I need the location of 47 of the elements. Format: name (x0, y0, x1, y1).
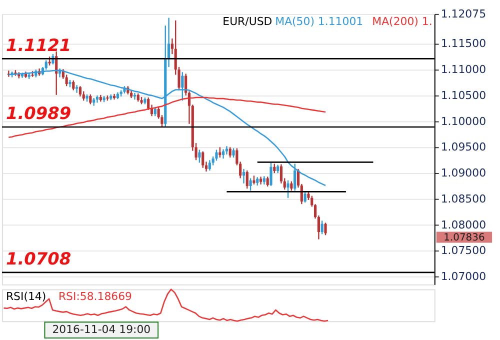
text: 1.07836 (444, 232, 485, 244)
y-tick-label: 1.11500 (440, 37, 486, 50)
candlestick (324, 222, 327, 236)
candlestick (266, 176, 269, 188)
candlestick (242, 168, 246, 184)
y-tick-label: 1.07000 (440, 270, 486, 284)
candlestick (198, 149, 201, 164)
ref-line-label: 1.1121 (6, 34, 72, 55)
candlestick (290, 180, 293, 192)
candlestick (273, 163, 276, 174)
y-tick-label: 1.11000 (440, 63, 486, 76)
candlestick (232, 148, 235, 158)
text: 2016-11-04 19:00 (52, 323, 151, 336)
y-tick-label: 1.10000 (440, 114, 486, 128)
candlestick (218, 146, 222, 158)
y-tick-label: 1.10500 (440, 88, 486, 102)
candlestick (72, 80, 75, 91)
candlestick (133, 92, 136, 100)
y-tick-label: 1.12075 (440, 7, 486, 20)
y-tick-label: 1.08000 (440, 218, 486, 232)
series-label: RSI:58.18669 (58, 290, 132, 304)
candlestick (215, 149, 218, 162)
chart-title: EUR/USD (222, 14, 272, 28)
y-tick-label: 1.09500 (440, 140, 486, 154)
candlestick (76, 84, 78, 94)
ref-line-label: 1.0708 (6, 248, 72, 268)
candlestick (208, 160, 211, 172)
candlestick (249, 178, 252, 192)
y-tick-label: 1.08500 (440, 192, 486, 206)
candlestick (246, 170, 248, 190)
text: MA(50) 1.11001 (275, 14, 364, 28)
candlestick (320, 220, 324, 235)
candlestick (222, 148, 225, 160)
candlestick (270, 162, 272, 187)
candlestick (89, 94, 92, 105)
candlestick (286, 180, 290, 199)
candlestick (304, 190, 306, 204)
text: MA(200) 1. (372, 14, 432, 28)
y-tick-label: 1.07500 (440, 244, 486, 258)
candlestick (228, 146, 232, 158)
candlestick (202, 150, 204, 168)
ref-line-label: 1.0989 (6, 103, 72, 124)
chart-title: RSI(14) (6, 290, 46, 304)
candlestick (78, 86, 82, 98)
candlestick (181, 72, 184, 102)
y-tick-label: 1.09000 (440, 166, 486, 180)
candlestick (154, 106, 156, 117)
